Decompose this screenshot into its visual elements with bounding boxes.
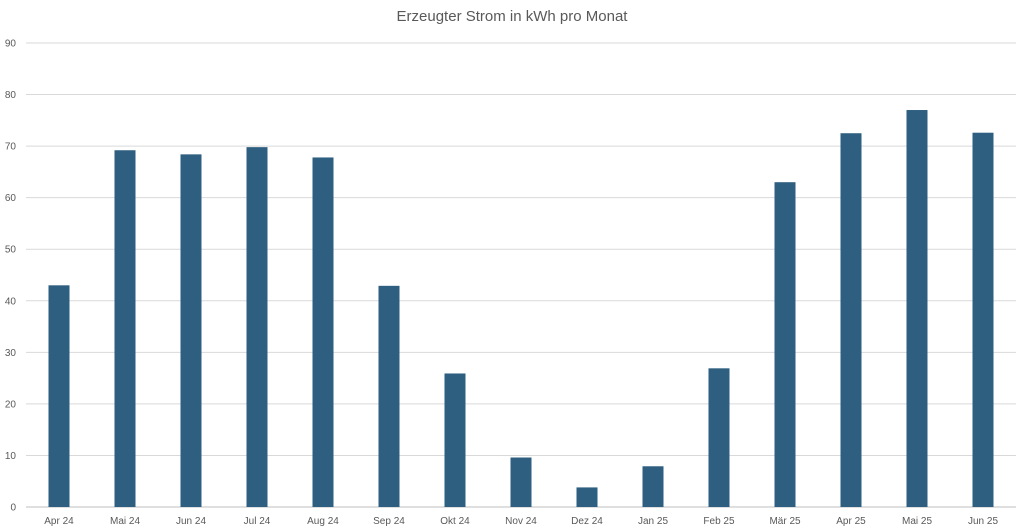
x-tick-label: Feb 25 (703, 516, 735, 527)
bar (312, 157, 334, 507)
bar (906, 110, 928, 508)
x-tick-label: Nov 24 (505, 516, 537, 527)
x-tick-label: Apr 25 (836, 516, 866, 527)
y-tick-label: 0 (10, 503, 16, 514)
y-tick-label: 40 (5, 296, 17, 307)
bar (840, 133, 862, 507)
bar (576, 487, 598, 507)
x-tick-label: Apr 24 (44, 516, 74, 527)
x-tick-label: Okt 24 (440, 516, 470, 527)
y-tick-label: 10 (5, 451, 17, 462)
x-tick-label: Mär 25 (769, 516, 801, 527)
bar (246, 147, 268, 508)
x-tick-label: Dez 24 (571, 516, 603, 527)
x-tick-label: Jan 25 (638, 516, 668, 527)
x-tick-label: Aug 24 (307, 516, 339, 527)
y-tick-label: 20 (5, 399, 17, 410)
bar (510, 457, 532, 507)
bar (444, 373, 466, 507)
bar (774, 182, 796, 507)
x-tick-label: Sep 24 (373, 516, 405, 527)
y-axis-ticks: 0 10 20 30 40 50 60 70 80 90 (5, 39, 17, 514)
y-tick-label: 90 (5, 39, 17, 50)
x-axis-ticks: Apr 24 Mai 24 Jun 24 Jul 24 Aug 24 Sep 24 Okt … (44, 516, 998, 527)
bar (114, 150, 136, 508)
bar (378, 285, 400, 507)
y-tick-label: 80 (5, 90, 17, 101)
bar (972, 132, 994, 507)
bar (708, 368, 730, 507)
bar (642, 466, 664, 507)
y-tick-label: 30 (5, 348, 17, 359)
x-tick-label: Mai 24 (110, 516, 140, 527)
y-tick-label: 50 (5, 245, 17, 256)
x-tick-label: Jun 25 (968, 516, 998, 527)
x-tick-label: Jul 24 (244, 516, 271, 527)
y-tick-label: 60 (5, 193, 17, 204)
gridlines (26, 42, 1016, 508)
chart-title: Erzeugter Strom in kWh pro Monat (396, 8, 628, 25)
bars (48, 110, 994, 508)
bar (48, 285, 70, 507)
y-tick-label: 70 (5, 142, 17, 153)
x-tick-label: Jun 24 (176, 516, 206, 527)
bar (180, 154, 202, 508)
x-tick-label: Mai 25 (902, 516, 932, 527)
